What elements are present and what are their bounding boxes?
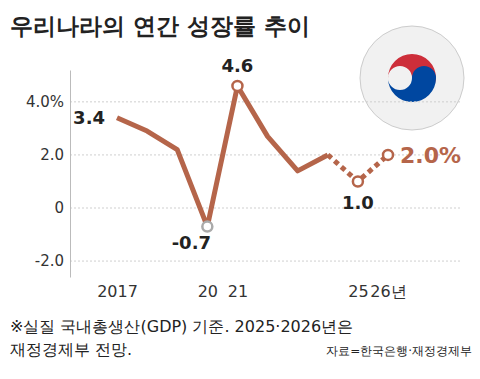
x-tick: 2017 (97, 280, 138, 301)
y-tick-label: 4.0% (26, 93, 64, 111)
marker (383, 150, 393, 160)
grid-line (70, 261, 460, 262)
marker (232, 81, 242, 91)
x-tick-label: 21 (228, 282, 248, 301)
grid-line (70, 101, 460, 102)
x-tick-label: 25 (348, 282, 368, 301)
x-tick-label: 26년 (370, 282, 406, 301)
x-tick: 20 (198, 280, 218, 301)
note: 재정경제부 전망. (10, 340, 132, 359)
data-label: -0.7 (172, 232, 211, 253)
x-tick: 26년 (370, 280, 406, 301)
y-axis-line (70, 71, 71, 278)
y-tick-label: 2.0 (40, 146, 64, 164)
marker (353, 176, 363, 186)
source: 자료=한국은행·재정경제부 (326, 344, 472, 358)
flag-icon (360, 26, 464, 130)
data-label: 4.6 (221, 55, 253, 76)
x-tick: 21 (228, 280, 248, 301)
x-tick-label: 2017 (97, 282, 138, 301)
y-axis: -2.0 0 2.0 4.0% (26, 71, 71, 278)
grid (70, 102, 460, 261)
data-label: 2.0% (400, 143, 461, 168)
x-tick: 25 (348, 280, 368, 301)
x-axis: 2017 20 21 2526년 (97, 280, 407, 301)
grid-line (70, 208, 460, 209)
flag-blue (388, 66, 436, 102)
y-tick-label: 0 (54, 199, 64, 217)
chart: 우리나라의 연간 성장률 추이 -2.0 0 2.0 4.0% 2017 20 21 2526년… (0, 0, 480, 379)
data-label: 1.0 (342, 192, 374, 213)
marker (202, 222, 212, 232)
y-tick: 2.0 (40, 146, 70, 164)
line (117, 86, 328, 227)
flag-bg (360, 26, 464, 130)
y-tick: 0 (54, 199, 70, 217)
plot-area (117, 81, 393, 232)
x-tick-label: 20 (198, 282, 218, 301)
data-label: 3.4 (73, 107, 105, 128)
y-tick-label: -2.0 (35, 252, 64, 270)
y-tick: 4.0% (26, 93, 70, 111)
title: 우리나라의 연간 성장률 추이 (10, 13, 310, 39)
data-labels: 3.4 -0.7 4.6 1.0 2.0% (73, 55, 461, 253)
note: ※실질 국내총생산(GDP) 기준. 2025·2026년은 (10, 317, 353, 336)
y-tick: -2.0 (35, 252, 70, 270)
